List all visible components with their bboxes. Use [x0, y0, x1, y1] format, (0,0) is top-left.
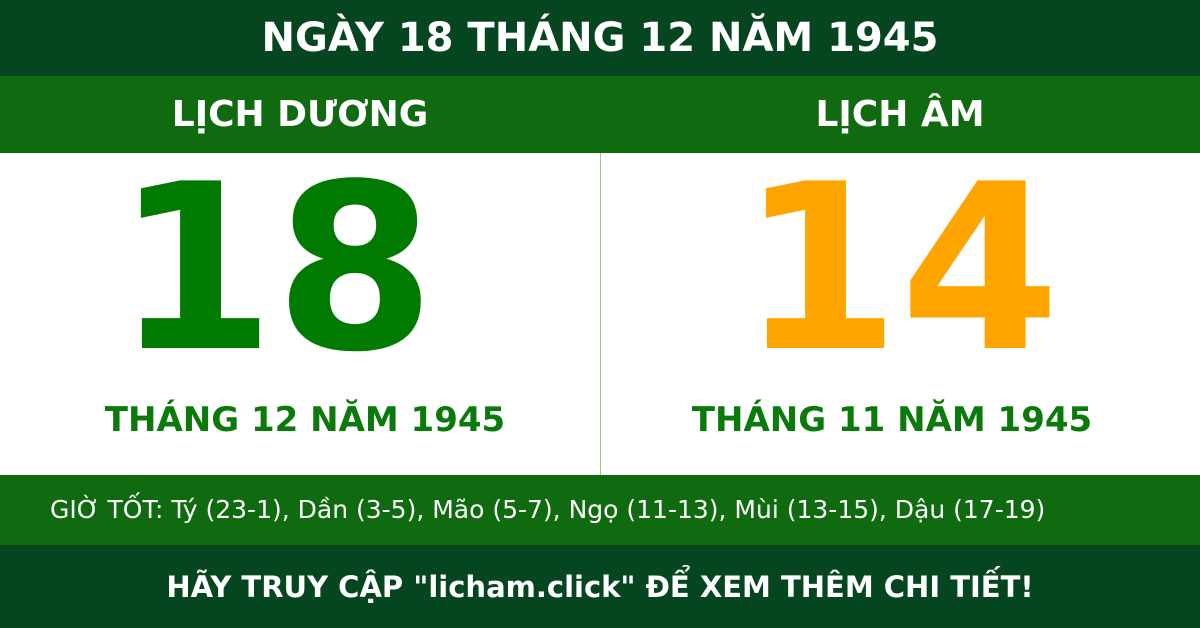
- lunar-month-year: THÁNG 11 NĂM 1945: [691, 400, 1093, 440]
- page-title: NGÀY 18 THÁNG 12 NĂM 1945: [0, 0, 1200, 76]
- solar-month-year: THÁNG 12 NĂM 1945: [104, 400, 506, 440]
- footer-cta: HÃY TRUY CẬP "licham.click" ĐỂ XEM THÊM …: [0, 545, 1200, 628]
- solar-calendar-label: LỊCH DƯƠNG: [171, 94, 429, 135]
- calendar-headers: LỊCH DƯƠNG LỊCH ÂM: [0, 76, 1200, 153]
- column-divider: [600, 153, 601, 475]
- solar-day: 18: [114, 136, 436, 403]
- lunar-day: 14: [739, 136, 1061, 403]
- good-hours-bar: GIỜ TỐT: Tý (23-1), Dần (3-5), Mão (5-7)…: [0, 475, 1200, 545]
- lunar-calendar-label: LỊCH ÂM: [815, 94, 985, 135]
- good-hours-text: GIỜ TỐT: Tý (23-1), Dần (3-5), Mão (5-7)…: [50, 495, 1046, 524]
